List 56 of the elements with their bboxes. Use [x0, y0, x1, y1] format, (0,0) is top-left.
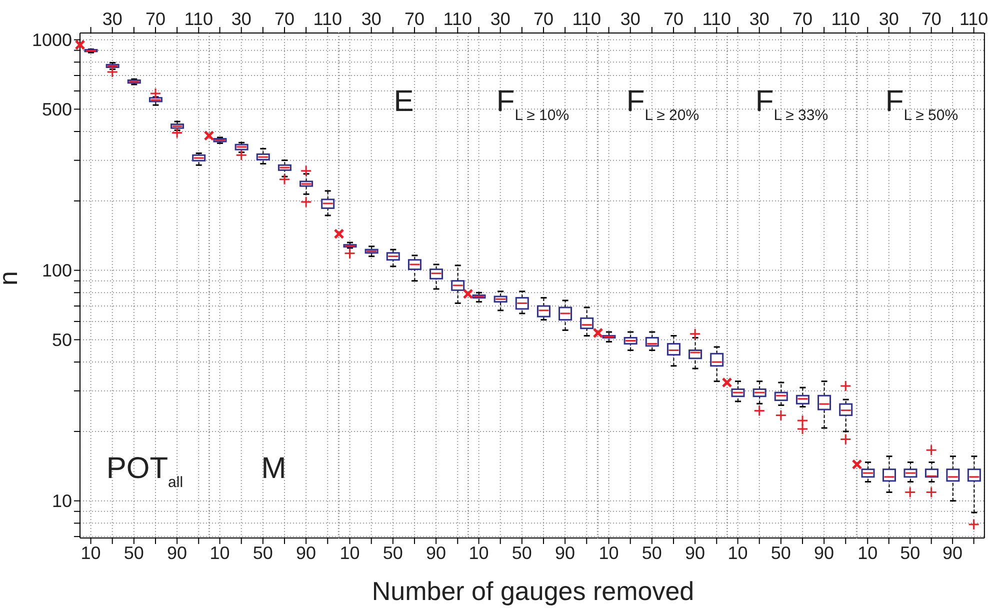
x-tick-label: 10 [598, 542, 618, 563]
x2-tick-label: 70 [145, 9, 166, 30]
x-tick-label: 90 [814, 542, 834, 563]
x-tick-label: 50 [900, 542, 920, 563]
x2-tick-label: 110 [702, 9, 731, 30]
text: F$_{L ≥ 50%}$ [884, 85, 958, 124]
x2-tick-label: 30 [620, 9, 640, 30]
x2-tick-label: 30 [878, 9, 898, 30]
x-tick-label: 50 [642, 542, 662, 563]
y-tick-label: 500 [42, 100, 72, 120]
y-tick-label: 10 [52, 491, 72, 512]
x-tick-label: 10 [469, 542, 490, 563]
x2-tick-label: 110 [443, 9, 472, 30]
x-tick-label: 90 [684, 542, 705, 563]
x2-tick-label: 110 [184, 9, 213, 30]
x-tick-label: 90 [426, 542, 446, 563]
x-tick-label: 10 [210, 542, 230, 563]
x2-tick-label: 70 [274, 9, 295, 30]
x-tick-label: 50 [771, 542, 792, 563]
x2-tick-label: 70 [663, 9, 684, 30]
text: POT$_{all}$ [106, 452, 184, 490]
x2-tick-label: 110 [572, 9, 602, 30]
x2-tick-label: 70 [404, 9, 424, 30]
x2-tick-label: 110 [831, 9, 860, 30]
y-tick-label: 50 [52, 330, 72, 350]
text: M [262, 452, 287, 485]
y-axis-title: n [0, 271, 24, 286]
x-tick-label: 50 [382, 542, 403, 563]
x-axis-title: Number of gauges removed [370, 576, 696, 607]
x-tick-label: 50 [512, 542, 532, 563]
x-tick-label: 90 [942, 542, 962, 563]
x-tick-label: 10 [340, 542, 360, 563]
x2-tick-label: 30 [102, 9, 122, 30]
x-tick-label: 90 [296, 542, 316, 563]
x-tick-label: 10 [80, 542, 101, 563]
x-tick-label: 10 [728, 542, 748, 563]
text: E [394, 85, 414, 118]
x2-tick-label: 30 [490, 9, 511, 30]
x-tick-label: 50 [253, 542, 274, 563]
x2-tick-label: 30 [361, 9, 382, 30]
x-tick-label: 10 [857, 542, 878, 563]
x2-tick-label: 70 [534, 9, 554, 30]
y-tick-label: 100 [42, 260, 72, 281]
x-tick-label: 50 [124, 542, 144, 563]
x2-tick-label: 70 [792, 9, 813, 30]
x-tick-label: 90 [167, 542, 188, 563]
x2-tick-label: 110 [314, 9, 342, 30]
x-tick-label: 90 [555, 542, 576, 563]
text: F$_{L ≥ 10%}$ [496, 85, 570, 124]
x2-tick-label: 30 [232, 9, 252, 30]
x2-tick-label: 70 [920, 9, 941, 30]
y-tick-label: 1000 [32, 30, 72, 50]
text: F$_{L ≥ 20%}$ [626, 85, 699, 124]
text: F$_{L ≥ 33%}$ [756, 85, 828, 124]
x2-tick-label: 110 [959, 9, 988, 30]
x2-tick-label: 30 [749, 9, 770, 30]
